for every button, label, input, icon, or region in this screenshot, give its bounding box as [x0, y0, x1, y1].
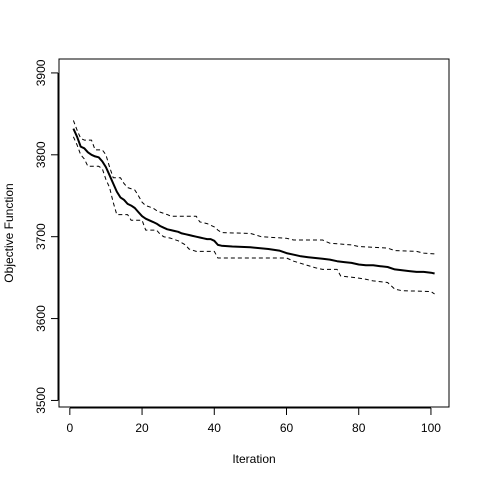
- y-axis: 3500 3600 3700 3800 3900: [34, 59, 59, 414]
- y-tick-label: 3900: [34, 59, 48, 86]
- x-tick-label: 100: [421, 421, 441, 435]
- x-tick-label: 20: [135, 421, 149, 435]
- x-axis-label: Iteration: [232, 452, 275, 466]
- y-tick-label: 3700: [34, 223, 48, 250]
- x-tick-label: 80: [352, 421, 366, 435]
- x-tick-label: 0: [66, 421, 73, 435]
- x-tick-label: 40: [208, 421, 222, 435]
- lower-bound-line: [72, 136, 435, 295]
- y-tick-label: 3500: [34, 387, 48, 414]
- x-tick-label: 60: [280, 421, 294, 435]
- x-axis: 0 20 40 60 80 100: [66, 407, 441, 435]
- upper-bound-line: [72, 120, 435, 255]
- y-tick-label: 3800: [34, 141, 48, 168]
- plot-frame: [58, 58, 450, 408]
- series-layer: [72, 120, 435, 295]
- y-tick-label: 3600: [34, 305, 48, 332]
- y-axis-label: Objective Function: [2, 183, 16, 282]
- mean-line: [72, 128, 435, 275]
